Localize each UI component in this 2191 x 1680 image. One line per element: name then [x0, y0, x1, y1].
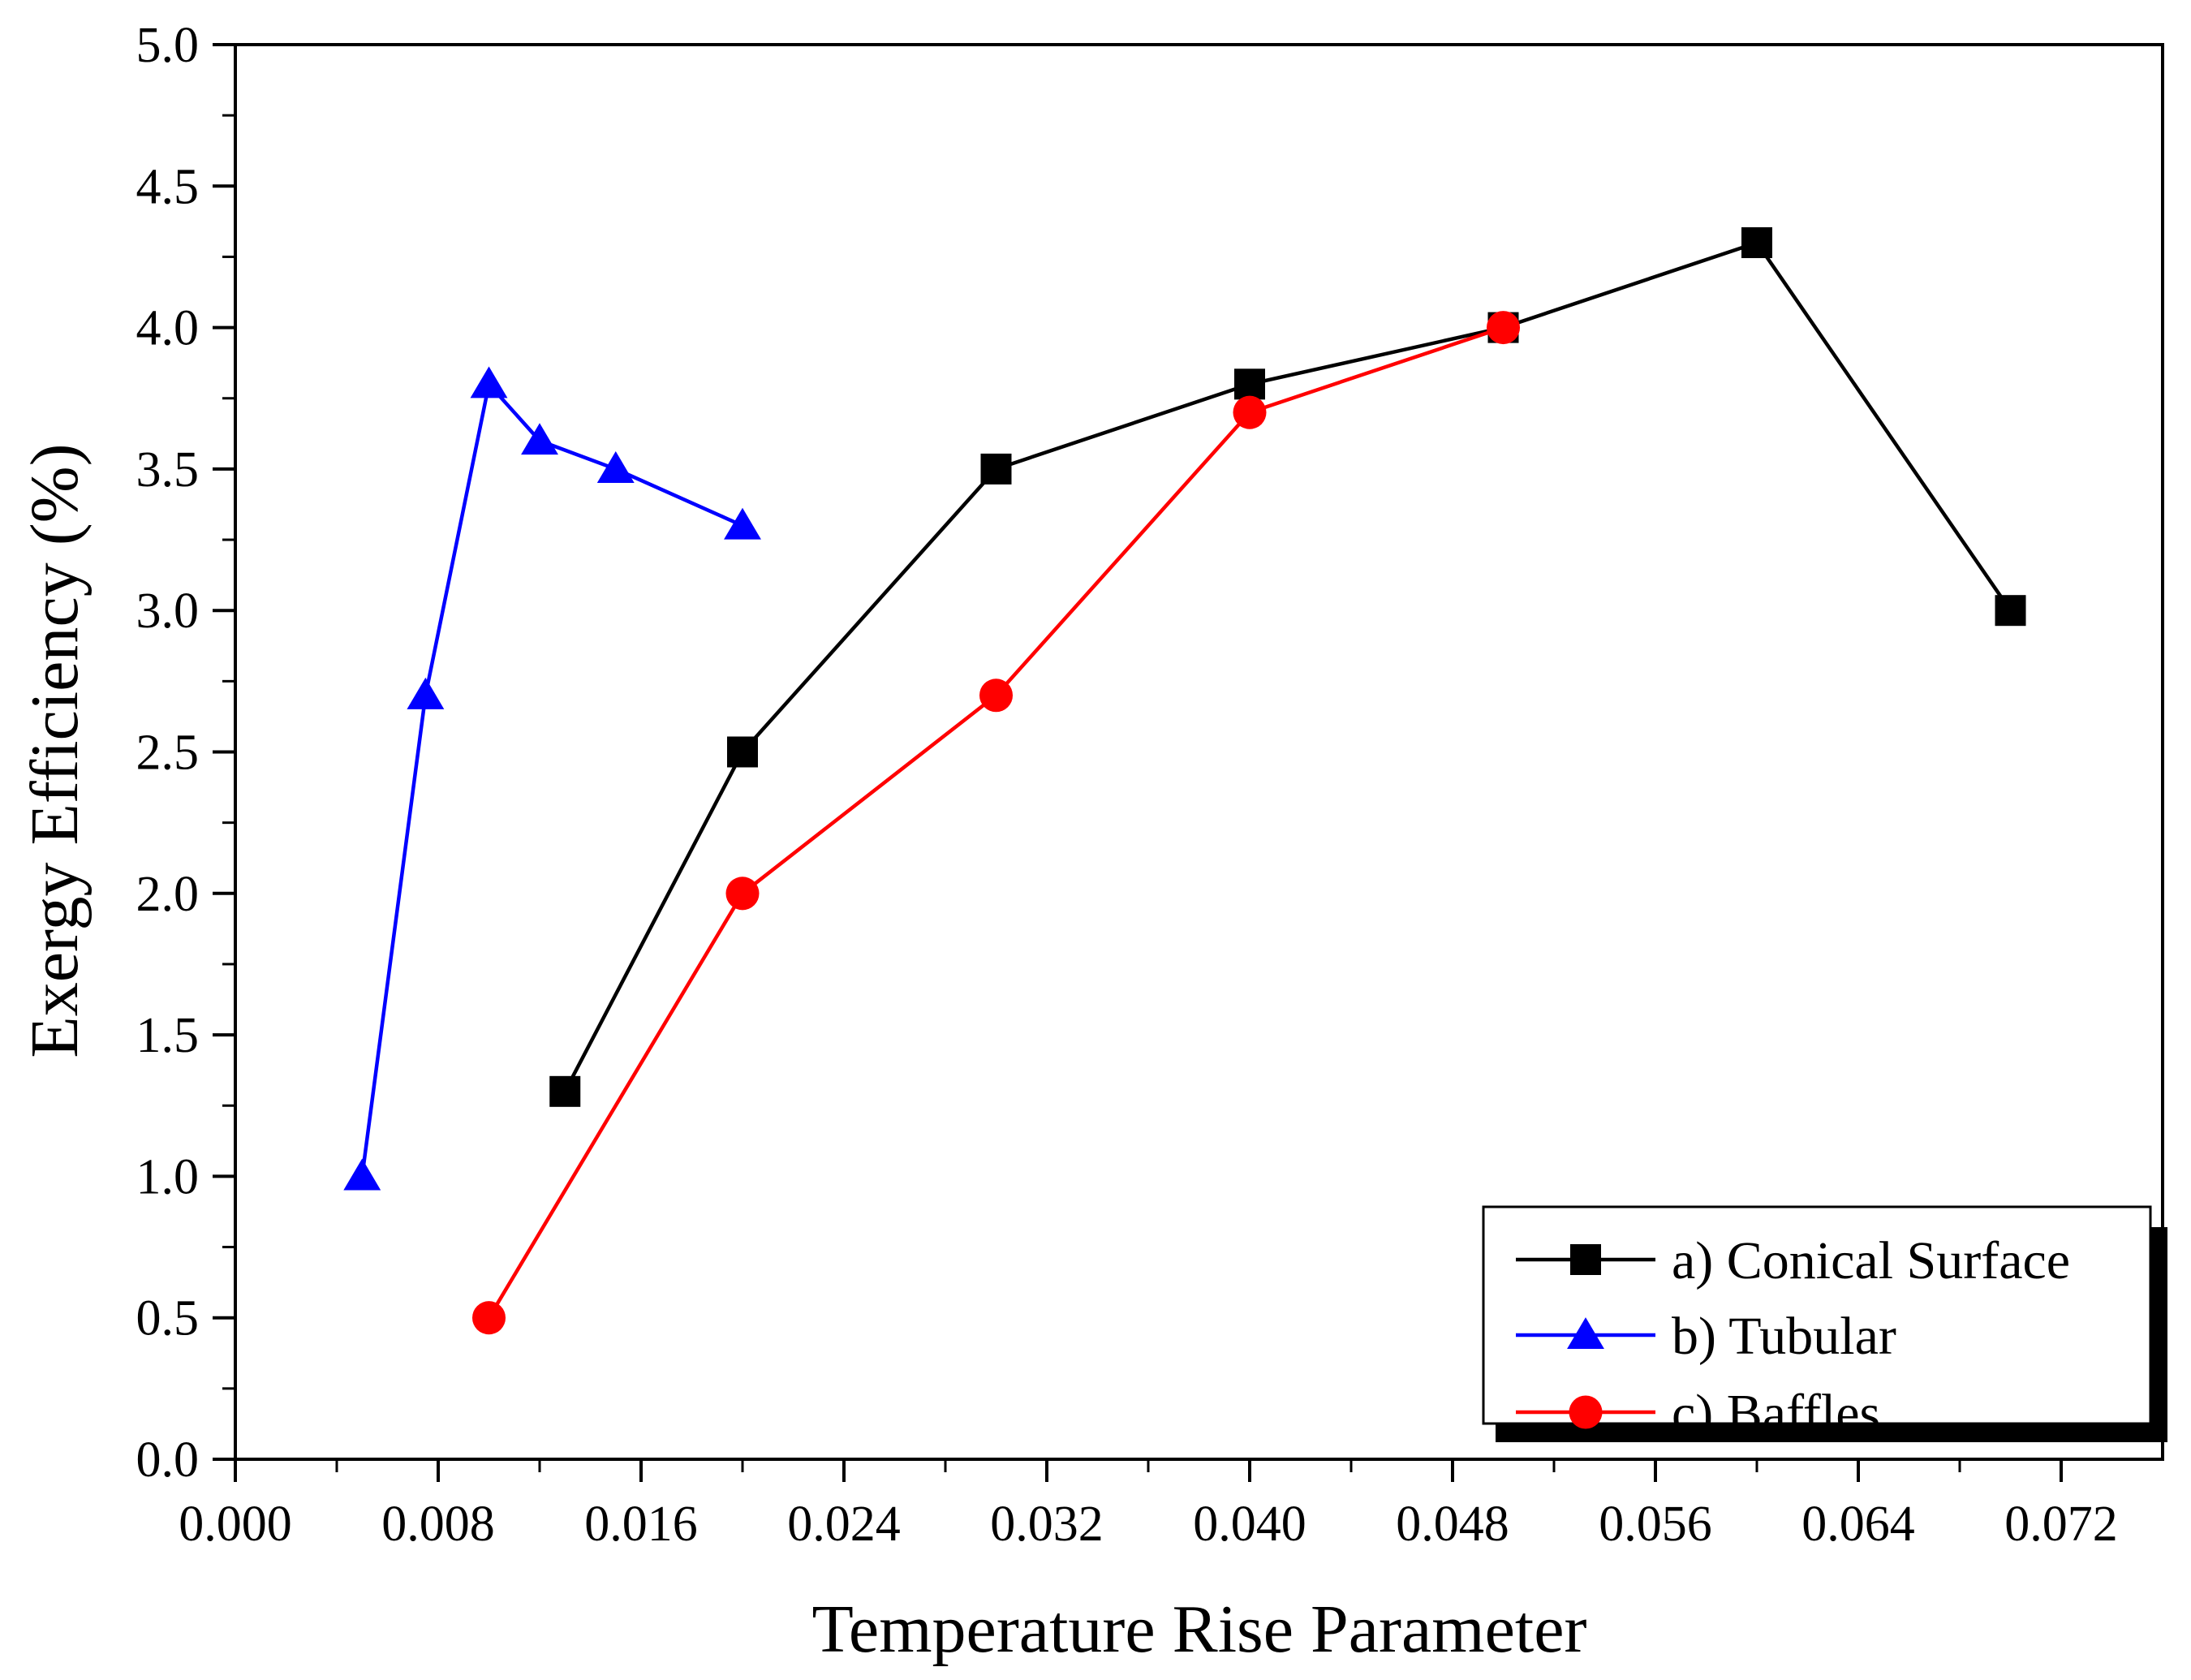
y-tick-label: 1.0 — [136, 1149, 200, 1204]
legend-item: a) Conical Surface — [1516, 1231, 2070, 1290]
legend-items: a) Conical Surface b) Tubular c) Baffles — [1516, 1231, 2070, 1443]
y-tick-label: 2.0 — [136, 867, 200, 922]
data-point — [1995, 595, 2026, 627]
series-b-tubular — [343, 366, 761, 1191]
x-tick-label: 0.008 — [381, 1497, 495, 1552]
series-layer — [343, 227, 2026, 1335]
legend-label: a) Conical Surface — [1672, 1231, 2070, 1290]
data-point — [470, 366, 508, 398]
data-point — [1233, 395, 1267, 429]
x-ticks: 0.000 0.008 0.016 0.024 0.032 0.040 0.048 0.056… — [179, 1459, 2118, 1552]
series-a-conical-surface — [549, 227, 2026, 1107]
x-tick-label: 0.032 — [990, 1497, 1104, 1552]
y-tick-label: 1.5 — [136, 1008, 200, 1063]
legend-label: b) Tubular — [1672, 1307, 1896, 1366]
y-tick-label: 5.0 — [136, 18, 200, 73]
data-point — [1741, 227, 1772, 259]
x-tick-label: 0.056 — [1599, 1497, 1712, 1552]
x-tick-label: 0.016 — [584, 1497, 698, 1552]
data-point — [725, 877, 760, 911]
x-tick-label: 0.000 — [179, 1497, 292, 1552]
legend-label: c) Baffles — [1672, 1384, 1880, 1443]
data-point — [407, 677, 445, 709]
legend: a) Conical Surface b) Tubular c) Baffles — [1482, 1205, 2167, 1443]
data-point — [549, 1075, 581, 1107]
legend-box — [1482, 1205, 2152, 1425]
data-point — [343, 1158, 381, 1191]
series-c-baffles — [471, 311, 1521, 1335]
y-tick-label: 2.5 — [136, 726, 200, 781]
x-tick-label: 0.064 — [1801, 1497, 1915, 1552]
data-point — [724, 507, 761, 540]
data-point — [727, 736, 758, 768]
y-ticks: 0.0 0.5 1.0 1.5 2.0 2.5 3.0 3.5 4.0 4.5 5.0 — [136, 18, 235, 1488]
y-tick-label: 4.5 — [136, 159, 200, 214]
legend-marker — [1569, 1395, 1603, 1429]
x-axis-title: Temperature Rise Parameter — [811, 1592, 1586, 1667]
data-point — [521, 423, 558, 455]
x-tick-label: 0.024 — [787, 1497, 901, 1552]
y-tick-label: 3.5 — [136, 442, 200, 498]
y-tick-label: 0.5 — [136, 1291, 200, 1346]
legend-marker — [1567, 1317, 1604, 1350]
series-line — [360, 380, 743, 1177]
legend-item: c) Baffles — [1516, 1384, 1880, 1443]
series-line — [563, 240, 2012, 1092]
x-tick-label: 0.048 — [1396, 1497, 1509, 1552]
data-point — [596, 451, 635, 483]
x-tick-label: 0.072 — [2004, 1497, 2118, 1552]
y-axis-title: Exergy Efficiency (%) — [17, 443, 93, 1058]
legend-marker — [1570, 1244, 1601, 1275]
data-point — [979, 678, 1014, 713]
data-point — [980, 453, 1012, 485]
data-point — [1486, 311, 1521, 345]
legend-item: b) Tubular — [1516, 1307, 1896, 1366]
y-tick-label: 0.0 — [136, 1432, 200, 1488]
data-point — [471, 1301, 506, 1335]
data-point — [1234, 368, 1265, 400]
y-tick-label: 4.0 — [136, 301, 200, 356]
y-tick-label: 3.0 — [136, 584, 200, 639]
x-tick-label: 0.040 — [1193, 1497, 1306, 1552]
